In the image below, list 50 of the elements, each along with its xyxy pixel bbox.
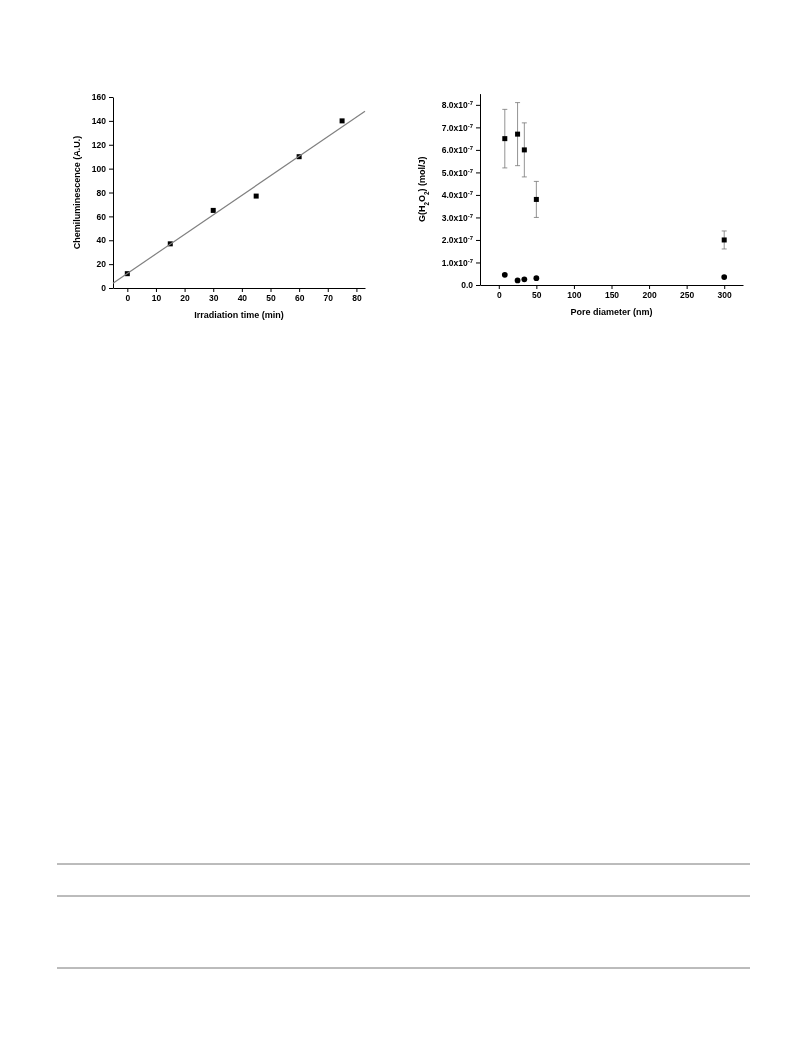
y-tick-label: 40 <box>96 235 107 246</box>
y-tick-label: 160 <box>91 92 107 103</box>
y-tick-label: 0.0 <box>461 280 474 291</box>
point <box>515 131 521 137</box>
x-tick-label: 100 <box>567 290 582 301</box>
point <box>533 196 539 202</box>
x-tick-label: 0 <box>125 293 131 304</box>
y-tick-label: 1.0x10$^{-7}$ <box>441 257 474 268</box>
y-tick-label: 100 <box>91 163 107 174</box>
point <box>210 207 216 213</box>
x-tick-label: 50 <box>266 293 276 304</box>
x-tick-label: 250 <box>680 290 695 301</box>
y-tick-label: 20 <box>96 259 107 270</box>
point <box>253 193 259 199</box>
x-tick-label: 40 <box>237 293 248 304</box>
x-tick-label: 300 <box>717 290 733 301</box>
y-tick-label: 2.0x10$^{-7}$ <box>441 235 474 246</box>
y-tick-label: 6.0x10$^{-7}$ <box>441 145 474 156</box>
point <box>533 275 540 282</box>
y-tick-label: 120 <box>91 139 107 150</box>
point <box>501 272 508 278</box>
x-tick-label: 70 <box>323 293 334 304</box>
x-tick-label: 10 <box>151 293 162 304</box>
point <box>502 136 508 142</box>
point <box>721 237 727 243</box>
x-axis-title: Irradiation time (min) <box>194 310 284 320</box>
y-tick-label: 80 <box>96 187 107 198</box>
y-tick-label: 140 <box>91 116 107 127</box>
point <box>721 274 728 280</box>
y-tick-label: 4.0x10$^{-7}$ <box>441 190 474 201</box>
y-tick-label: 0 <box>101 283 107 294</box>
x-tick-label: 30 <box>208 293 219 304</box>
x-tick-label: 200 <box>642 290 657 301</box>
y-tick-label: 8.0x10$^{-7}$ <box>441 100 474 111</box>
point <box>339 118 345 124</box>
point <box>521 276 528 283</box>
point <box>514 277 521 284</box>
y-tick-label: 60 <box>96 211 107 222</box>
x-tick-label: 20 <box>180 293 191 304</box>
x-tick-label: 60 <box>294 293 305 304</box>
x-tick-label: 0 <box>496 290 502 301</box>
x-tick-label: 150 <box>604 290 620 301</box>
point <box>521 147 527 153</box>
y-tick-label: 3.0x10$^{-7}$ <box>441 212 474 223</box>
y-tick-label: 7.0x10$^{-7}$ <box>441 122 474 133</box>
x-tick-label: 80 <box>352 293 362 304</box>
x-axis-title: Pore diameter (nm) <box>570 307 653 317</box>
y-axis-title: Chemiluminescence (A.U.) <box>72 135 82 250</box>
x-tick-label: 50 <box>532 290 542 301</box>
y-tick-label: 5.0x10$^{-7}$ <box>441 167 474 178</box>
